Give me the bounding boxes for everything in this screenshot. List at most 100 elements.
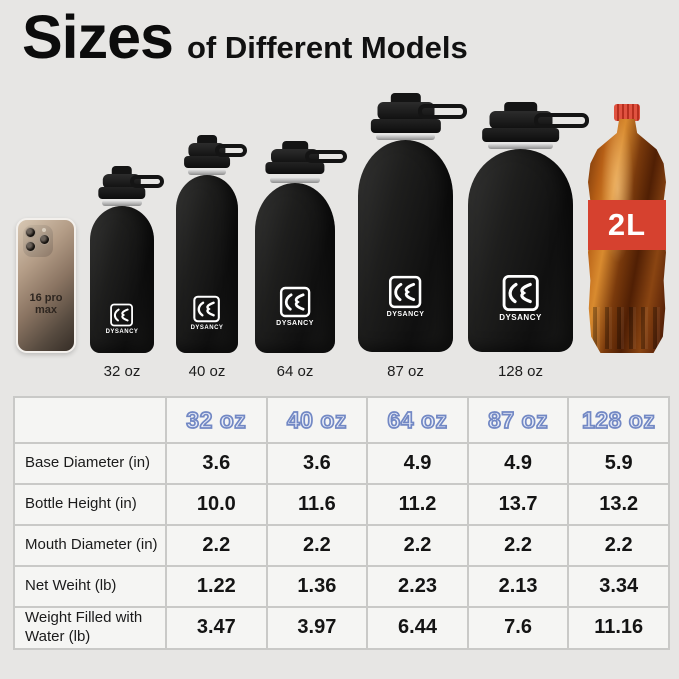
cell-value: 11.16 — [567, 606, 670, 650]
steel-neck-band — [102, 200, 142, 206]
cell-value: 10.0 — [165, 483, 268, 526]
bottle-cap — [90, 166, 164, 200]
cap-handle — [130, 175, 164, 188]
bottle-64oz: DYSANCY — [255, 141, 347, 353]
cell-value: 11.6 — [265, 483, 369, 526]
steel-neck-band — [187, 169, 227, 175]
cell-value: 2.2 — [567, 524, 670, 567]
dysancy-logo-icon — [279, 286, 311, 318]
cell-value: 3.47 — [165, 606, 268, 650]
bottle-body: DYSANCY — [468, 149, 573, 352]
bottle-cap — [255, 141, 347, 177]
steel-neck-band — [270, 177, 320, 183]
bottle-40oz: DYSANCY — [176, 135, 248, 353]
cell-value: 1.36 — [265, 565, 369, 608]
caption-40oz: 40 oz — [188, 363, 226, 380]
cell-value: 4.9 — [466, 442, 570, 485]
cola-ribs — [592, 307, 662, 349]
camera-lens-icon — [39, 234, 50, 245]
spec-table: 32 oz 40 oz 64 oz 87 oz 128 oz Base Diam… — [13, 396, 670, 650]
cell-value: 1.22 — [165, 565, 268, 608]
corner-cell — [13, 396, 167, 444]
page-title: Sizes of Different Models — [22, 2, 468, 72]
table-row: Mouth Diameter (in) 2.2 2.2 2.2 2.2 2.2 — [13, 524, 670, 567]
logo-text: DYSANCY — [276, 320, 314, 327]
cell-value: 3.6 — [265, 442, 369, 485]
phone-16-pro-max: 16 pro max — [16, 218, 76, 353]
table-row: Weight Filled with Water (lb) 3.47 3.97 … — [13, 606, 670, 650]
col-header-64oz: 64 oz — [366, 396, 469, 444]
dysancy-logo-icon — [502, 274, 539, 312]
bottle-body: DYSANCY — [358, 140, 453, 352]
cell-value: 4.9 — [366, 442, 469, 485]
cell-value: 2.23 — [366, 565, 469, 608]
caption-128oz: 128 oz — [497, 363, 544, 380]
bottle-32oz: DYSANCY — [90, 166, 164, 353]
dysancy-logo-icon — [193, 295, 221, 323]
cell-value: 3.34 — [567, 565, 670, 608]
bottle-body: DYSANCY — [255, 183, 335, 353]
cap-handle — [305, 150, 347, 163]
cell-value: 2.2 — [165, 524, 268, 567]
dysancy-logo-icon — [110, 303, 134, 327]
table-row: Base Diameter (in) 3.6 3.6 4.9 4.9 5.9 — [13, 442, 670, 485]
dysancy-logo: DYSANCY — [191, 295, 224, 331]
cell-value: 13.7 — [466, 483, 570, 526]
camera-lens-icon — [25, 241, 36, 252]
bottle-body: DYSANCY — [176, 175, 238, 353]
phone-camera-module — [23, 225, 53, 257]
caption-87oz: 87 oz — [387, 363, 424, 380]
dysancy-logo-icon — [389, 275, 422, 309]
bottle-cap — [176, 135, 248, 169]
table-header-row: 32 oz 40 oz 64 oz 87 oz 128 oz — [13, 396, 670, 444]
cell-value: 5.9 — [567, 442, 670, 485]
bottle-body: DYSANCY — [90, 206, 154, 353]
cell-value: 7.6 — [466, 606, 570, 650]
cell-value: 2.2 — [265, 524, 369, 567]
phone-label: 16 pro max — [29, 292, 63, 316]
logo-text: DYSANCY — [190, 325, 224, 331]
cola-label: 2L — [588, 200, 666, 250]
bottle-128oz: DYSANCY — [468, 102, 589, 352]
col-header-87oz: 87 oz — [466, 396, 570, 444]
bottle-cap — [468, 102, 589, 143]
steel-neck-band — [376, 134, 435, 140]
logo-text: DYSANCY — [386, 311, 425, 318]
row-label-net-weight: Net Weiht (lb) — [13, 565, 167, 608]
dysancy-logo: DYSANCY — [106, 303, 139, 335]
cap-handle — [534, 113, 589, 128]
title-sub: of Different Models — [187, 30, 468, 65]
dysancy-logo: DYSANCY — [276, 286, 314, 327]
col-header-128oz: 128 oz — [567, 396, 670, 444]
cell-value: 2.2 — [366, 524, 469, 567]
dysancy-logo: DYSANCY — [499, 274, 542, 322]
cap-handle — [215, 144, 248, 157]
cell-value: 13.2 — [567, 483, 670, 526]
row-label-filled-weight: Weight Filled with Water (lb) — [13, 606, 167, 650]
cell-value: 2.13 — [466, 565, 570, 608]
dysancy-logo: DYSANCY — [387, 275, 425, 318]
row-label-mouth-diameter: Mouth Diameter (in) — [13, 524, 167, 567]
cola-cap — [614, 104, 640, 121]
col-header-40oz: 40 oz — [265, 396, 369, 444]
cell-value: 3.97 — [265, 606, 369, 650]
camera-lens-icon — [25, 227, 36, 238]
table-row: Net Weiht (lb) 1.22 1.36 2.23 2.13 3.34 — [13, 565, 670, 608]
cell-value: 3.6 — [165, 442, 268, 485]
cell-value: 6.44 — [366, 606, 469, 650]
title-main: Sizes — [22, 3, 174, 71]
table-row: Bottle Height (in) 10.0 11.6 11.2 13.7 1… — [13, 483, 670, 526]
cell-value: 11.2 — [366, 483, 469, 526]
camera-flash-icon — [42, 228, 46, 232]
steel-neck-band — [487, 143, 554, 149]
caption-64oz: 64 oz — [276, 363, 314, 380]
cell-value: 2.2 — [466, 524, 570, 567]
bottle-87oz: DYSANCY — [358, 93, 468, 352]
logo-text: DYSANCY — [105, 329, 139, 335]
logo-text: DYSANCY — [499, 313, 542, 322]
row-label-base-diameter: Base Diameter (in) — [13, 442, 167, 485]
col-header-32oz: 32 oz — [165, 396, 268, 444]
cola-bottle-2l: 2L — [588, 104, 666, 353]
